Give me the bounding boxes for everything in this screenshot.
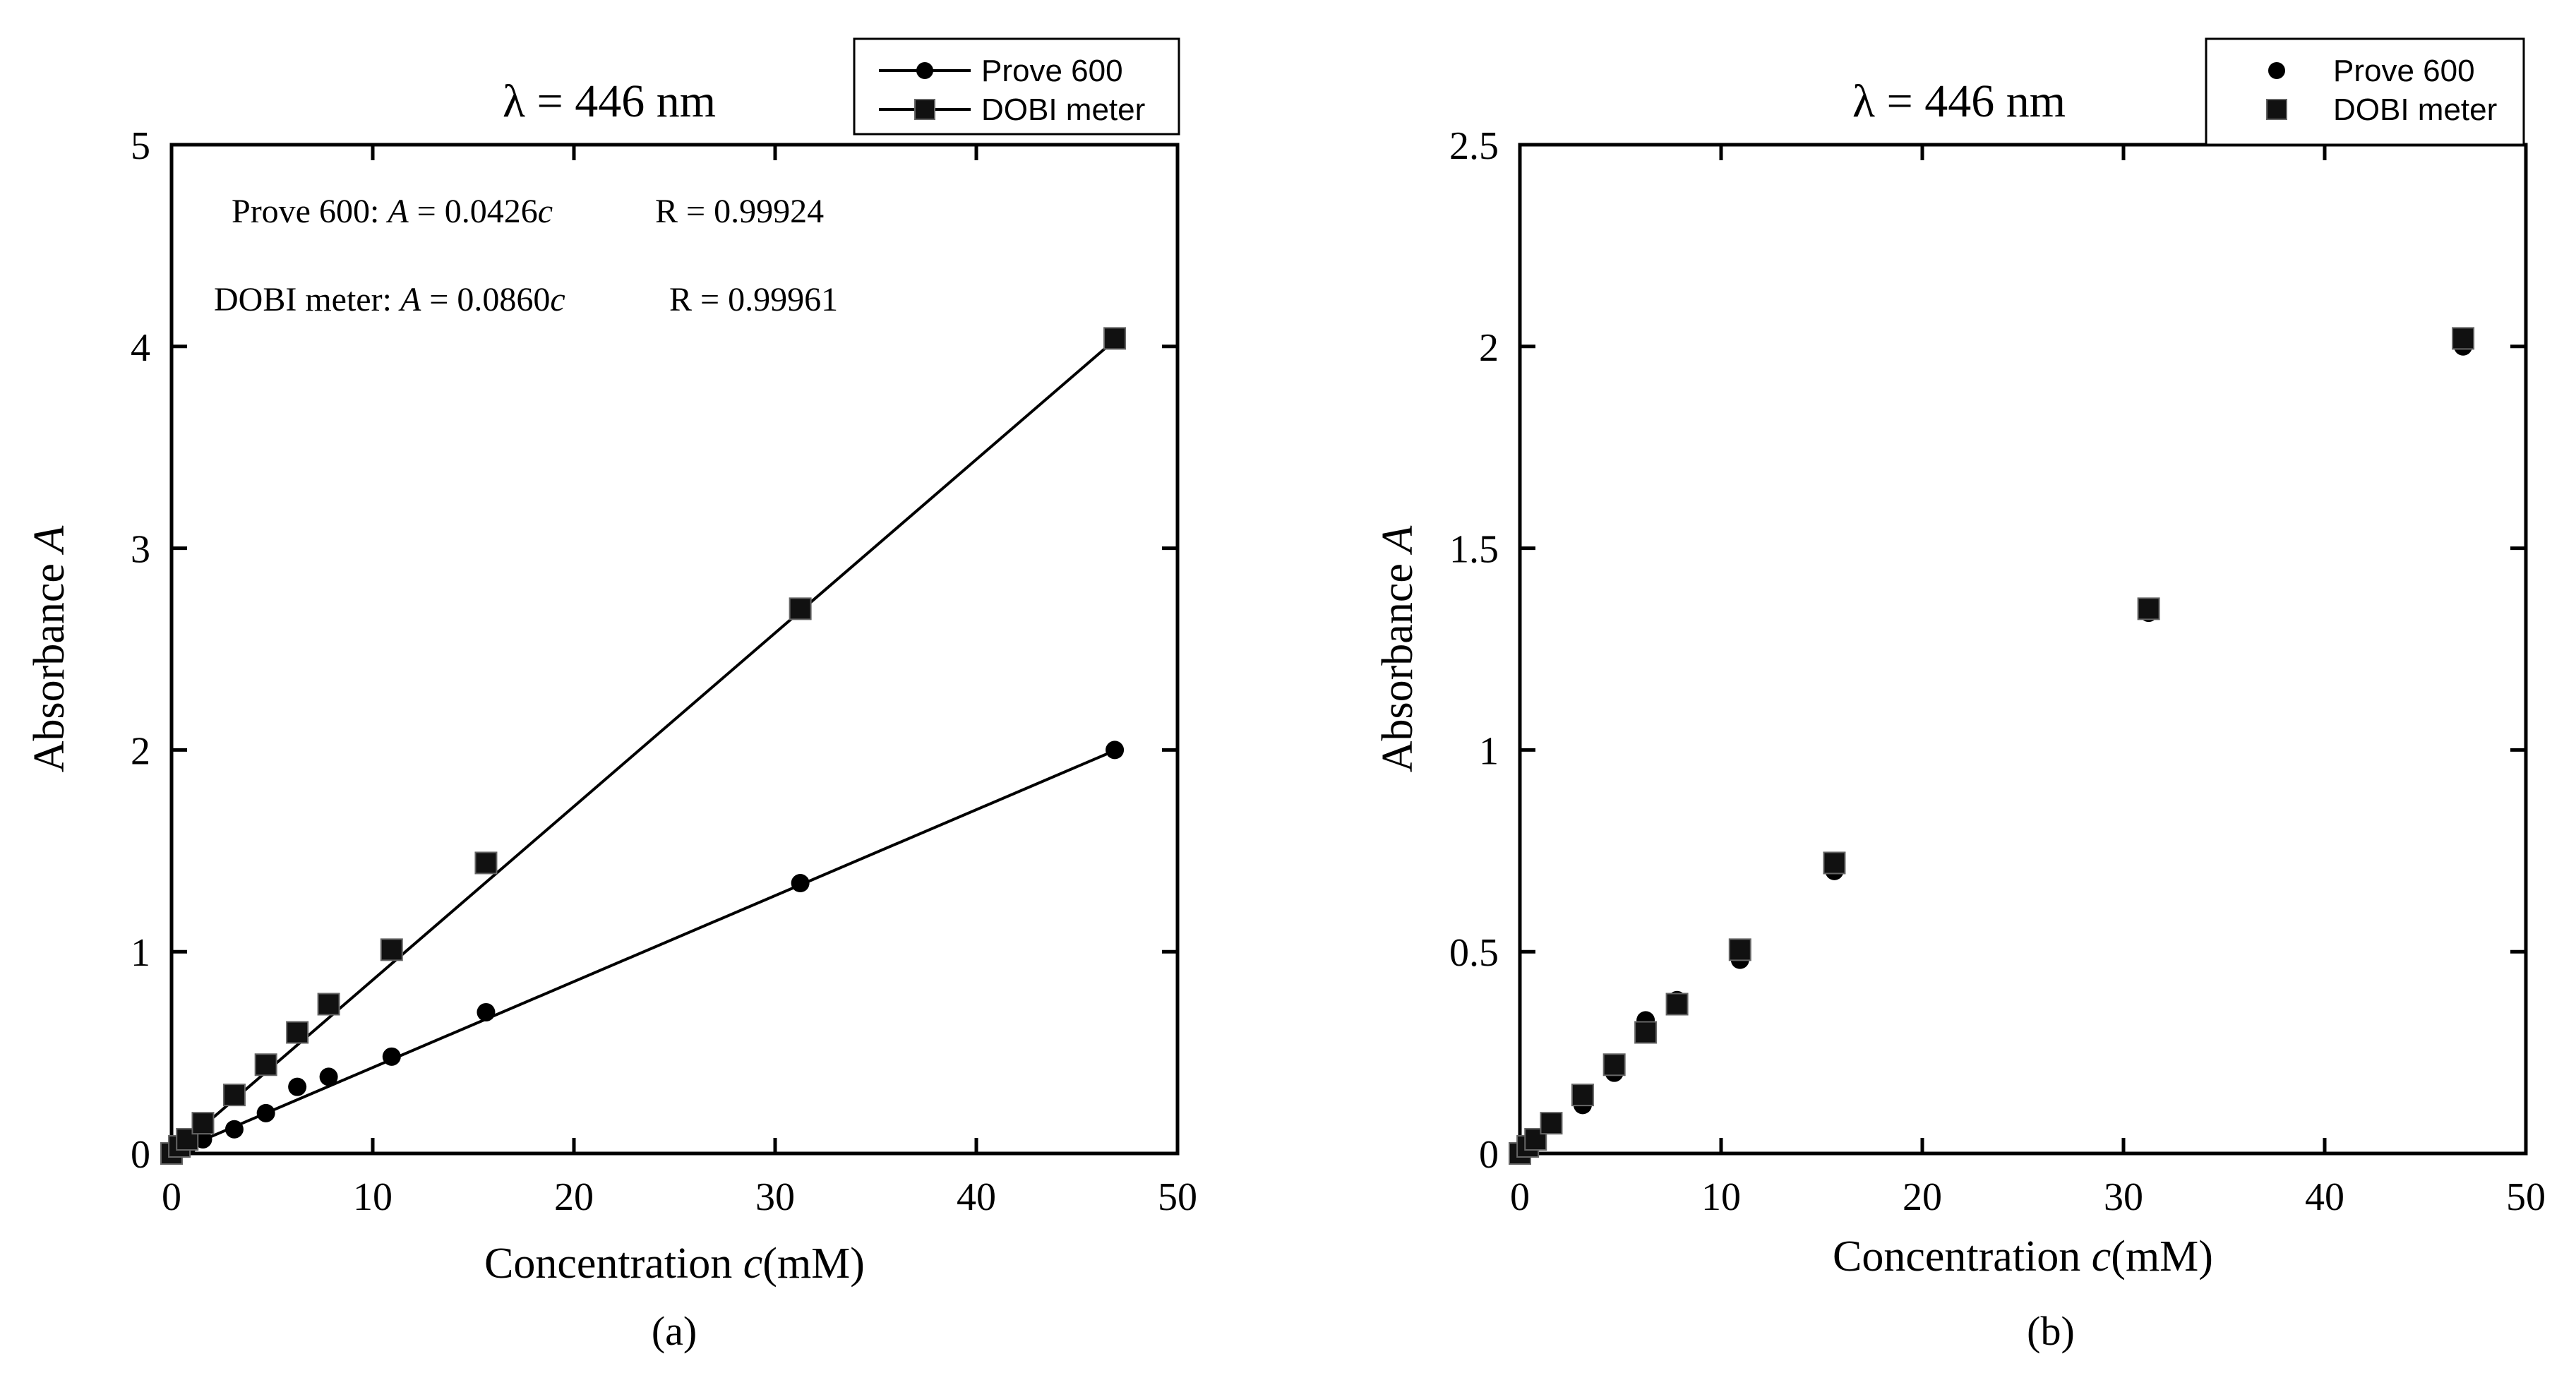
chart-title: λ = 446 nm <box>503 76 716 127</box>
data-point-dobi <box>1602 1053 1626 1077</box>
y-tick-label: 2.5 <box>1449 124 1499 168</box>
y-tick-label: 5 <box>131 124 150 168</box>
x-tick-label: 40 <box>2305 1175 2344 1219</box>
data-point-prove600 <box>477 1002 496 1021</box>
x-tick-label: 20 <box>554 1175 594 1219</box>
x-axis-label: Concentration c(mM) <box>484 1240 865 1288</box>
panel-b: 0 10 20 30 40 50 0 0.5 1 1.5 2 2.5 λ = 446 nm Concent… <box>1374 37 2546 1354</box>
x-axis-label-text: Concentration <box>484 1240 743 1288</box>
fit-line-square <box>170 339 1116 1155</box>
fit-line-circle <box>171 749 1115 1155</box>
legend-marker-circle <box>916 62 933 79</box>
data-point-dobi <box>789 597 812 620</box>
y-tick-label: 1 <box>131 931 150 975</box>
data-point-prove600 <box>791 874 810 893</box>
y-tick-label: 0 <box>131 1133 150 1177</box>
fit-r-value: R = 0.99961 <box>669 281 838 318</box>
x-tick-label: 0 <box>1510 1175 1530 1219</box>
data-point-dobi <box>191 1112 215 1135</box>
y-tick-label: 2 <box>131 729 150 773</box>
x-tick-label: 10 <box>353 1175 393 1219</box>
fit-equation-cvar: c <box>550 281 565 318</box>
data-point-dobi <box>1728 938 1751 961</box>
x-tick-label: 20 <box>1903 1175 1942 1219</box>
data-point-dobi <box>286 1021 309 1044</box>
fit-equation: Prove 600: A = 0.0426c <box>232 193 553 230</box>
data-point-prove600 <box>319 1067 338 1086</box>
legend-label: Prove 600 <box>2333 54 2475 88</box>
data-point-dobi <box>2452 327 2475 350</box>
y-tick-label: 2 <box>1479 326 1499 370</box>
data-point-prove600 <box>256 1103 275 1122</box>
data-point-dobi <box>1823 851 1846 875</box>
fit-equation-var: A <box>398 281 421 318</box>
x-axis-label-var: c <box>743 1240 763 1288</box>
plot-frame <box>1518 143 2528 1156</box>
fit-equation-slope: = 0.0860 <box>421 281 550 318</box>
y-axis-label: Absorbance A <box>1374 525 1422 773</box>
legend-box <box>2205 37 2525 146</box>
legend-label: DOBI meter <box>2333 92 2497 127</box>
fit-equation-label: DOBI meter: <box>214 281 400 318</box>
fit-equation-var: A <box>385 193 409 230</box>
legend-marker-square <box>2266 99 2287 120</box>
data-point-dobi <box>222 1084 246 1107</box>
y-axis-label-var: A <box>25 525 73 556</box>
legend-label: DOBI meter <box>981 92 1145 127</box>
y-tick-label: 0 <box>1479 1133 1499 1177</box>
panel-caption: (a) <box>652 1308 697 1354</box>
panel-caption: (b) <box>2027 1308 2075 1354</box>
y-tick-label: 1.5 <box>1449 528 1499 572</box>
x-axis-label-text: Concentration <box>1833 1233 2092 1281</box>
data-point-dobi <box>474 851 498 875</box>
legend-marker-square <box>914 99 935 120</box>
y-axis-label-text: Absorbance <box>1374 553 1422 773</box>
fit-r-value: R = 0.99924 <box>655 193 824 230</box>
legend-label: Prove 600 <box>981 54 1123 88</box>
x-axis-label-unit: (mM) <box>2111 1233 2213 1281</box>
data-point-dobi <box>2137 597 2160 620</box>
fit-equation-slope: = 0.0426 <box>409 193 538 230</box>
y-axis-label-var: A <box>1374 525 1422 556</box>
data-point-dobi <box>1571 1084 1594 1107</box>
y-axis-label-text: Absorbance <box>25 553 73 773</box>
legend-marker-circle <box>2268 62 2285 79</box>
data-point-prove600 <box>288 1077 307 1096</box>
data-point-dobi <box>317 993 340 1016</box>
x-axis-label: Concentration c(mM) <box>1833 1233 2213 1281</box>
y-tick-label: 0.5 <box>1449 931 1499 975</box>
y-axis-label: Absorbance A <box>25 525 73 773</box>
data-point-dobi <box>1540 1112 1563 1135</box>
x-tick-label: 30 <box>755 1175 795 1219</box>
fit-equation-cvar: c <box>538 193 553 230</box>
x-tick-label: 40 <box>957 1175 996 1219</box>
data-point-prove600 <box>1106 741 1125 760</box>
x-axis-label-unit: (mM) <box>762 1240 865 1288</box>
data-point-dobi <box>1103 327 1127 350</box>
data-point-dobi <box>1634 1021 1658 1044</box>
chart-title: λ = 446 nm <box>1852 76 2066 127</box>
x-tick-label: 50 <box>1158 1175 1197 1219</box>
panel-a: 0 10 20 30 40 50 0 1 2 3 4 5 λ = 446 nm Concentration… <box>25 37 1197 1354</box>
legend-box <box>853 37 1180 136</box>
x-tick-label: 10 <box>1701 1175 1741 1219</box>
y-tick-label: 1 <box>1479 729 1499 773</box>
data-point-prove600 <box>382 1047 401 1066</box>
x-tick-label: 50 <box>2506 1175 2546 1219</box>
x-tick-label: 0 <box>162 1175 181 1219</box>
data-point-dobi <box>254 1053 277 1077</box>
fit-equation-label: Prove 600: <box>232 193 388 230</box>
fit-equation: DOBI meter: A = 0.0860c <box>214 281 565 318</box>
y-tick-label: 4 <box>131 326 150 370</box>
data-point-prove600 <box>224 1120 244 1139</box>
plot-frame <box>169 143 1180 1156</box>
x-tick-label: 30 <box>2104 1175 2143 1219</box>
x-axis-label-var: c <box>2092 1233 2111 1281</box>
y-tick-label: 3 <box>131 528 150 572</box>
data-point-dobi <box>1665 993 1689 1016</box>
data-point-dobi <box>380 938 403 961</box>
